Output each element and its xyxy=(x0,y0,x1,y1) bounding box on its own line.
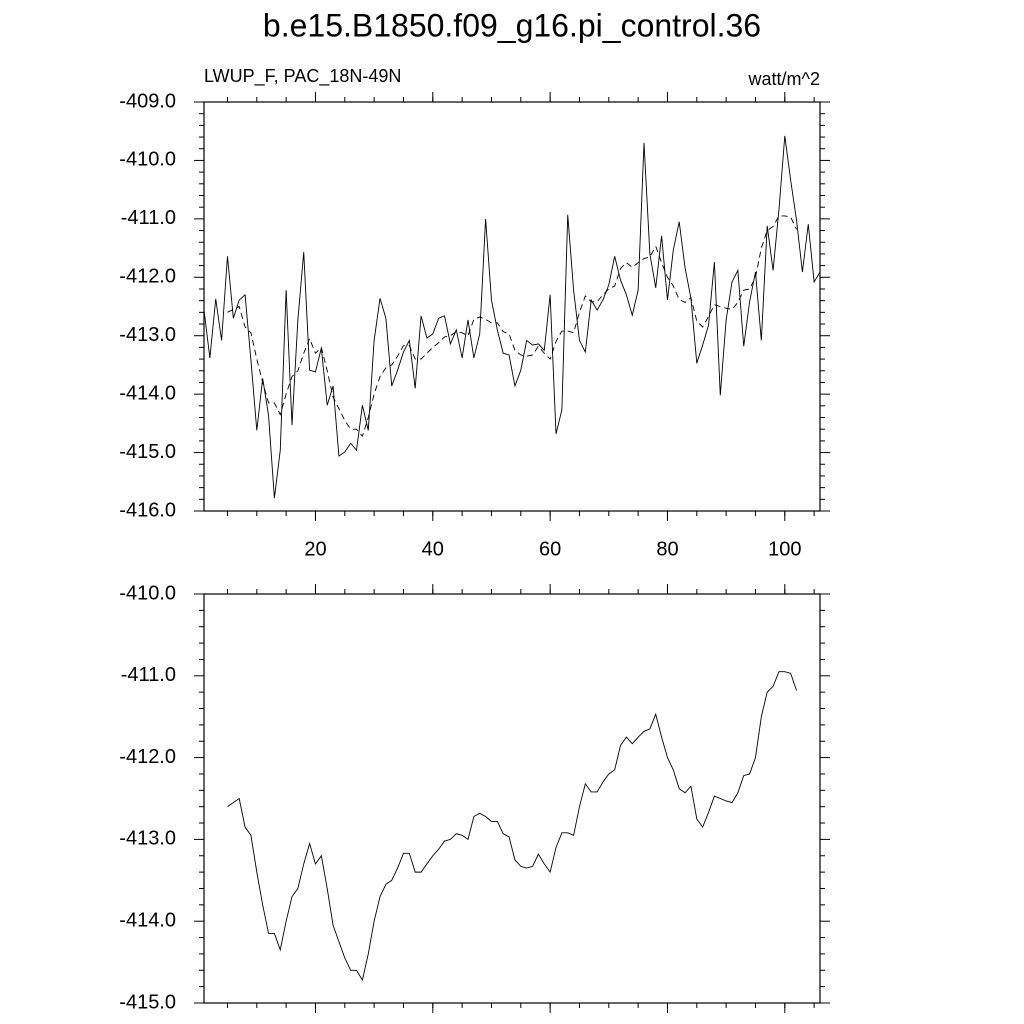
y-tick-label: -415.0 xyxy=(119,441,176,463)
x-tick-label: 40 xyxy=(422,538,444,560)
y-tick-label: -415.0 xyxy=(119,991,176,1013)
x-tick-label: 20 xyxy=(304,538,326,560)
plot-frame xyxy=(203,593,821,1004)
data-line xyxy=(203,135,821,499)
x-tick-label: 100 xyxy=(768,538,801,560)
left-label: LWUP_F, PAC_18N-49N xyxy=(204,66,401,87)
y-tick-label: -409.0 xyxy=(119,90,176,112)
y-tick-label: -414.0 xyxy=(119,382,176,404)
y-tick-label: -412.0 xyxy=(119,746,176,768)
plot-frame xyxy=(203,101,821,512)
y-tick-label: -410.0 xyxy=(119,149,176,171)
dashed-line xyxy=(227,215,797,438)
y-tick-label: -413.0 xyxy=(119,324,176,346)
chart-title: b.e15.B1850.f09_g16.pi_control.36 xyxy=(263,7,761,43)
y-tick-label: -416.0 xyxy=(119,499,176,521)
y-tick-label: -411.0 xyxy=(121,664,176,686)
data-line xyxy=(227,671,797,982)
y-tick-label: -411.0 xyxy=(121,207,176,229)
y-tick-label: -414.0 xyxy=(119,909,176,931)
right-label: watt/m^2 xyxy=(748,69,820,89)
y-tick-label: -410.0 xyxy=(119,582,176,604)
x-tick-label: 80 xyxy=(656,538,678,560)
y-tick-label: -413.0 xyxy=(119,828,176,850)
y-tick-label: -412.0 xyxy=(119,266,176,288)
x-tick-label: 60 xyxy=(539,538,561,560)
